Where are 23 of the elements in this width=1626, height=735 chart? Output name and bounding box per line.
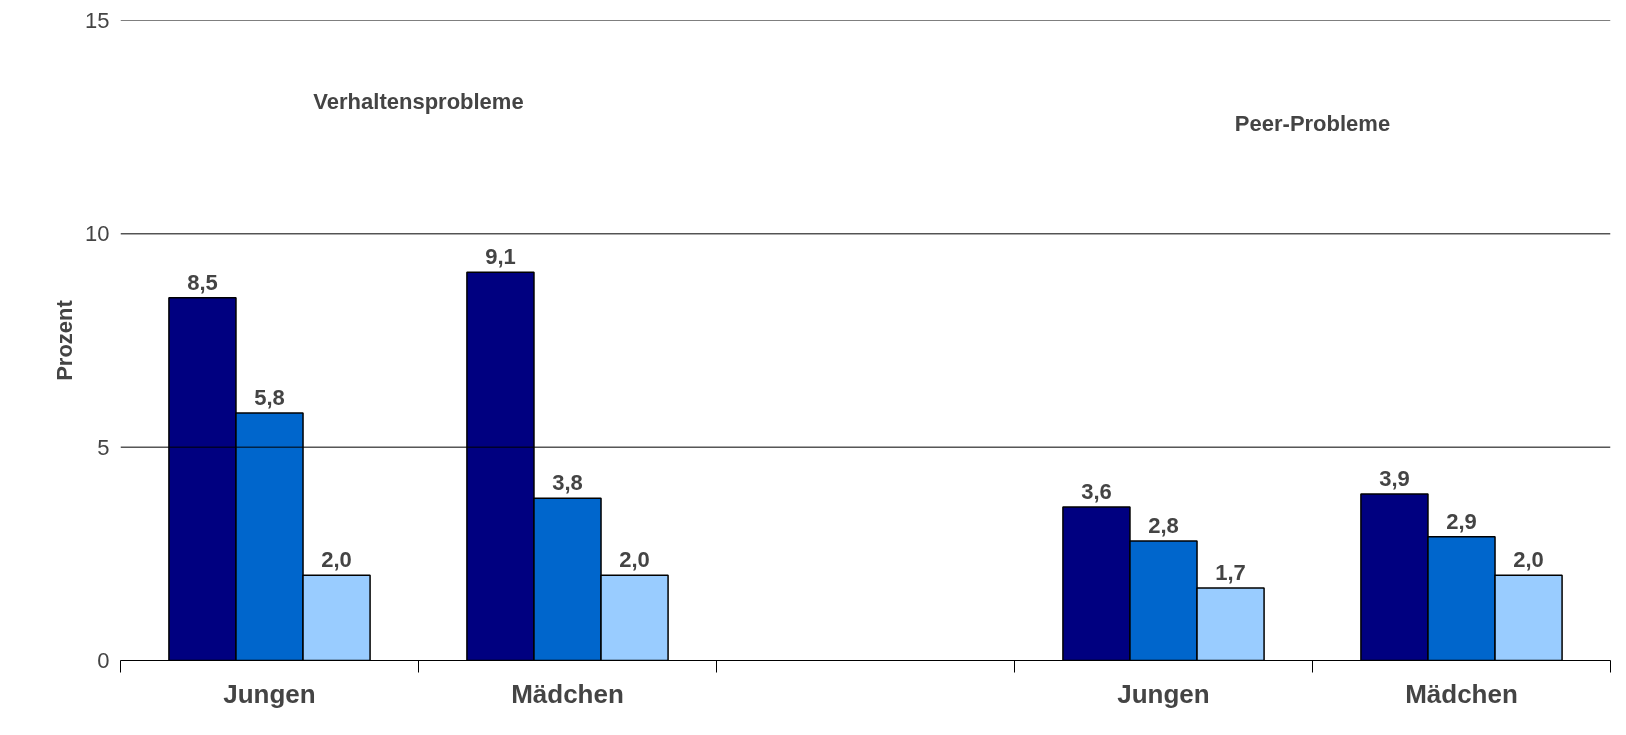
data-label: 8,5	[187, 269, 218, 295]
data-label: 3,6	[1081, 478, 1112, 504]
data-label: 2,0	[1513, 547, 1544, 573]
data-label: 9,1	[485, 244, 516, 270]
x-tick-label: Jungen	[1117, 678, 1210, 709]
data-label: 2,8	[1148, 513, 1179, 539]
x-tick-label: Mädchen	[1405, 678, 1518, 709]
y-tick-label: 15	[85, 8, 110, 33]
y-axis-title: Prozent	[52, 299, 78, 381]
y-tick-label: 0	[97, 648, 110, 673]
data-label: 2,9	[1446, 508, 1477, 534]
data-label: 1,7	[1215, 559, 1246, 585]
data-label: 2,0	[321, 547, 352, 573]
data-label: 3,9	[1379, 466, 1410, 492]
annotation: Verhaltensprobleme	[313, 89, 524, 115]
data-label: 3,8	[552, 470, 583, 496]
annotation: Peer-Probleme	[1234, 110, 1391, 136]
x-tick-label: Mädchen	[511, 678, 624, 709]
y-tick-label: 5	[97, 434, 110, 460]
y-tick-label: 10	[85, 221, 110, 247]
data-label: 2,0	[619, 547, 650, 573]
data-label: 5,8	[254, 385, 285, 411]
x-tick-label: Jungen	[223, 678, 316, 709]
